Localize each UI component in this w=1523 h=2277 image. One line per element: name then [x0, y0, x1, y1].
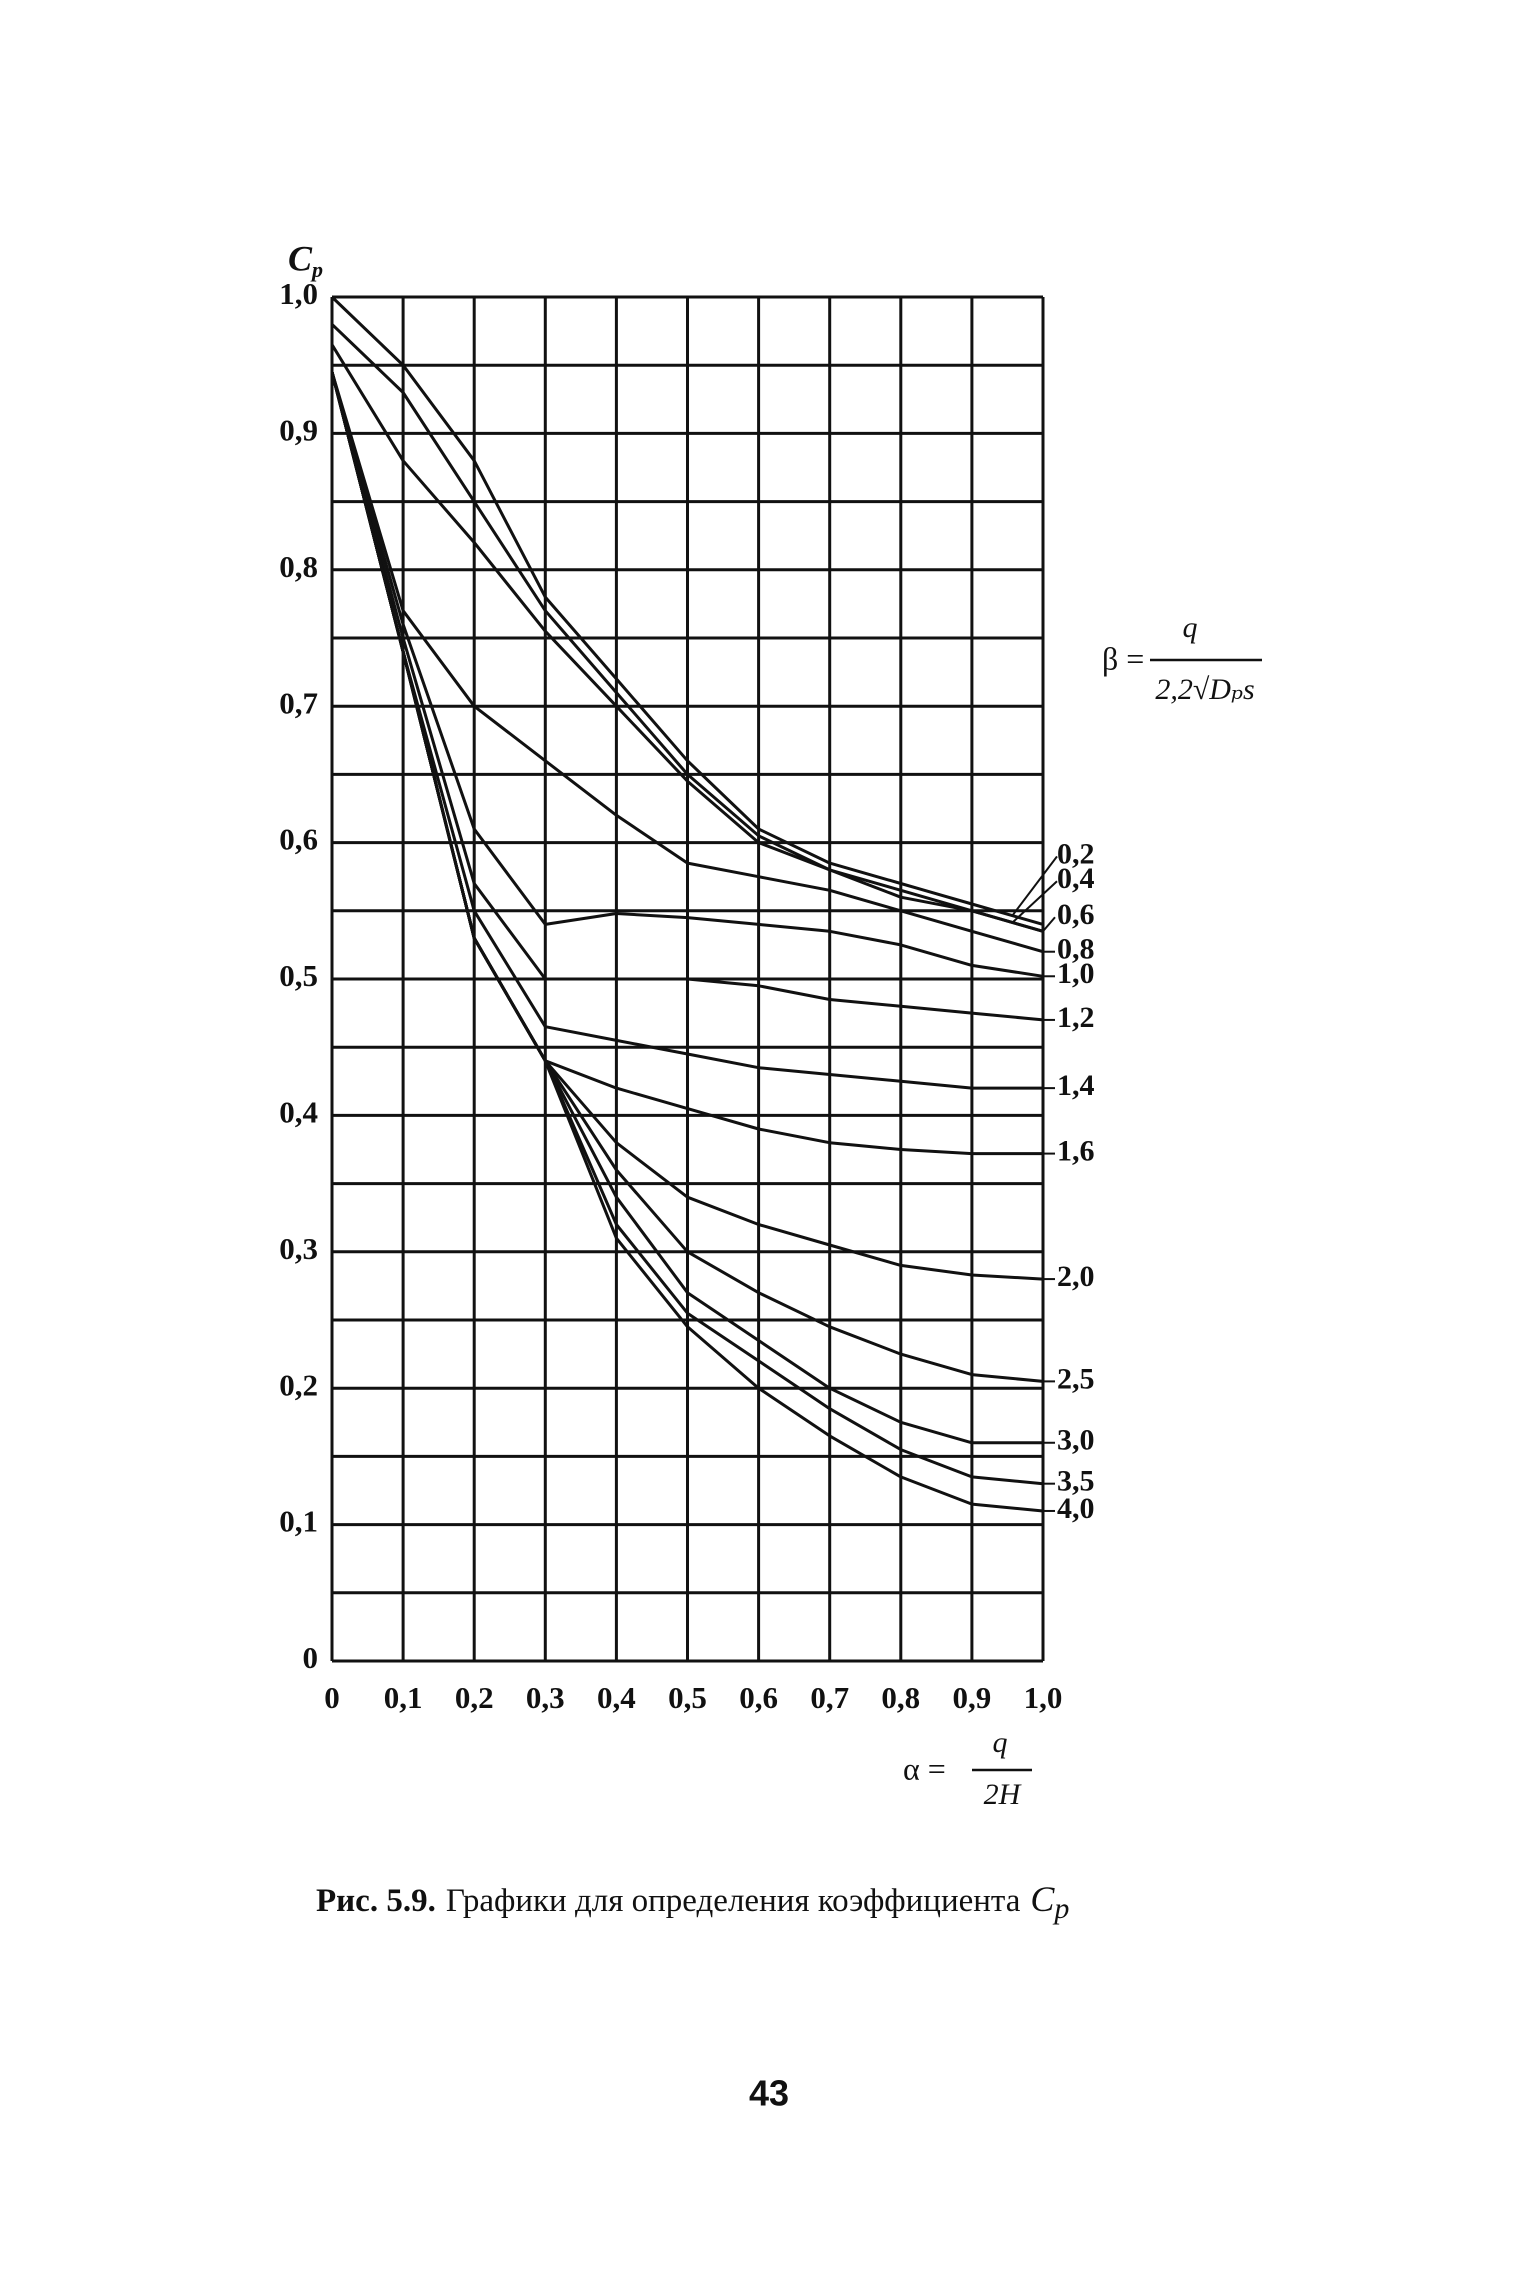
x-tick-label: 0,4	[597, 1680, 636, 1715]
y-tick-label: 0,2	[279, 1367, 318, 1402]
x-tick-label: 0,8	[881, 1680, 920, 1715]
beta-label: β =	[1102, 640, 1144, 676]
page-number: 43	[749, 2073, 789, 2114]
y-tick-label: 0,7	[279, 685, 318, 720]
x-tick-label: 0,1	[384, 1680, 423, 1715]
y-tick-label: 0,4	[279, 1095, 318, 1130]
curve	[330, 295, 1044, 926]
curve	[330, 371, 1044, 954]
caption-symbol-sub: p	[1052, 1892, 1069, 1925]
curve	[330, 371, 1044, 978]
legend-label: 1,4	[1057, 1069, 1095, 1102]
y-tick-label: 0,9	[279, 413, 318, 448]
y-tick-label: 0	[303, 1640, 319, 1675]
y-axis-label-sub: p	[310, 257, 323, 282]
x-tick-label: 0,9	[953, 1680, 992, 1715]
legend-label: 0,6	[1057, 898, 1095, 931]
leader-line	[1011, 880, 1058, 924]
legend-label: 1,0	[1057, 957, 1095, 990]
curve	[330, 323, 1044, 933]
y-tick-label: 0,3	[279, 1231, 318, 1266]
legend-label: 0,8	[1057, 933, 1095, 966]
caption-text: Графики для определения коэффициента	[446, 1883, 1021, 1919]
y-tick-label: 0,6	[279, 822, 318, 857]
caption-label: Рис. 5.9.	[316, 1883, 436, 1919]
legend-label: 3,0	[1057, 1424, 1095, 1457]
y-tick-label: 0,5	[279, 958, 318, 993]
x-tick-label: 1,0	[1024, 1680, 1063, 1715]
legend-label: 1,6	[1057, 1134, 1095, 1167]
curve	[330, 371, 1043, 1090]
legend-label: 4,0	[1057, 1492, 1095, 1525]
caption-symbol: C	[1030, 1879, 1055, 1919]
legend-label: 2,0	[1057, 1260, 1095, 1293]
curve	[330, 371, 1044, 1513]
x-tick-label: 0,3	[526, 1680, 565, 1715]
caption: Рис. 5.9. Графики для определения коэффиц…	[316, 1879, 1069, 1925]
legend-label: 0,4	[1057, 862, 1095, 895]
beta-denominator: 2,2√Dₚs	[1155, 673, 1254, 706]
curve	[330, 371, 1044, 1022]
beta-numerator: q	[1183, 611, 1198, 644]
alpha-label: α =	[903, 1750, 946, 1786]
legend-label: 3,5	[1057, 1465, 1095, 1498]
legend-label: 1,2	[1057, 1001, 1095, 1034]
y-axis-label: C	[288, 238, 313, 278]
leader-line	[1011, 855, 1058, 917]
x-tick-label: 0,6	[739, 1680, 778, 1715]
alpha-numerator: q	[993, 1726, 1008, 1759]
y-tick-label: 0,8	[279, 549, 318, 584]
x-tick-label: 0,2	[455, 1680, 494, 1715]
leader-line	[1042, 916, 1056, 932]
x-tick-label: 0,5	[668, 1680, 707, 1715]
x-tick-label: 0	[324, 1680, 340, 1715]
chart: 00,10,20,30,40,50,60,70,80,91,00 0,1 0,2 0,…	[279, 276, 1094, 1715]
y-tick-label: 1,0	[279, 276, 318, 311]
x-tick-label: 0,7	[810, 1680, 849, 1715]
y-tick-label: 0,1	[279, 1504, 318, 1539]
legend-label: 0,2	[1057, 837, 1095, 870]
curve	[330, 343, 1044, 933]
legend-label: 2,5	[1057, 1362, 1095, 1395]
alpha-denominator: 2H	[984, 1778, 1023, 1811]
